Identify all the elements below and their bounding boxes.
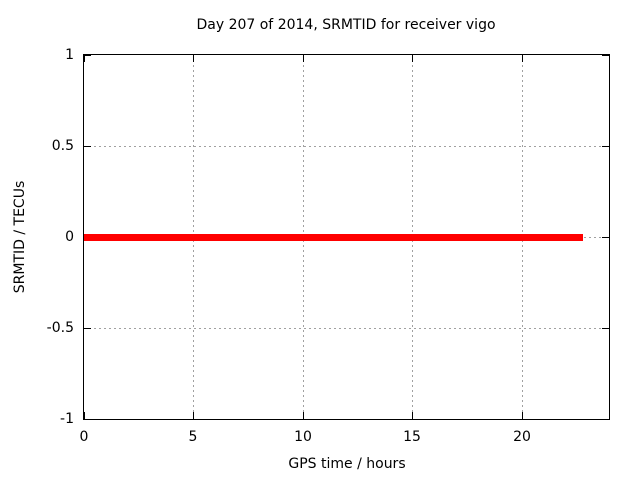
srmtid-series-line [84,234,583,241]
x-tick-mark-top [84,55,85,62]
y-tick-mark-left [84,328,91,329]
x-axis-title: GPS time / hours [288,456,406,472]
x-tick-label: 10 [294,429,312,445]
y-tick-mark-right [602,237,609,238]
y-tick-mark-right [602,328,609,329]
x-tick-label: 15 [403,429,421,445]
x-tick-mark-bottom [303,412,304,419]
x-tick-mark-bottom [84,412,85,419]
x-tick-mark-bottom [412,412,413,419]
x-tick-label: 0 [79,429,89,445]
x-tick-mark-top [412,55,413,62]
y-tick-mark-right [602,55,609,56]
x-tick-mark-bottom [193,412,194,419]
y-tick-mark-left [84,55,91,56]
y-tick-label: 1 [65,47,74,63]
y-tick-label: -0.5 [46,320,74,336]
x-tick-label: 20 [513,429,531,445]
y-tick-mark-right [602,419,609,420]
x-tick-label: 5 [188,429,198,445]
y-tick-label: -1 [60,411,74,427]
y-tick-label: 0 [65,229,74,245]
y-gridline [84,328,609,329]
plot-area [83,54,610,420]
x-tick-mark-top [303,55,304,62]
y-gridline [84,146,609,147]
y-tick-mark-left [84,419,91,420]
y-tick-label: 0.5 [51,138,74,154]
y-tick-mark-left [84,146,91,147]
chart-title: Day 207 of 2014, SRMTID for receiver vig… [196,17,496,33]
x-tick-mark-bottom [522,412,523,419]
x-tick-mark-top [193,55,194,62]
y-tick-mark-right [602,146,609,147]
x-tick-mark-top [522,55,523,62]
